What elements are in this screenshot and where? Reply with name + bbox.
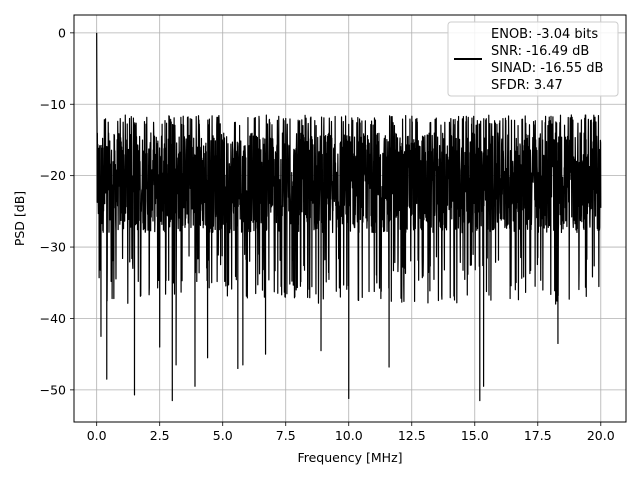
x-tick-label: 17.5 <box>524 428 552 443</box>
legend-box <box>447 21 619 97</box>
x-tick-label: 20.0 <box>587 428 615 443</box>
y-axis-title: PSD [dB] <box>12 191 27 246</box>
legend-line-snr: SNR: -16.49 dB <box>491 44 589 59</box>
psd-series-line <box>96 32 602 402</box>
legend: ENOB: -3.04 bits SNR: -16.49 dB SINAD: -… <box>447 21 619 97</box>
x-axis-title: Frequency [MHz] <box>297 450 402 465</box>
legend-line-sfdr: SFDR: 3.47 <box>491 78 563 93</box>
y-tick-label: −10 <box>40 97 66 112</box>
ticks: 0.0 2.5 5.0 7.5 10.0 12.5 15.0 17.5 20.0 0 −10 −20 −… <box>40 25 615 443</box>
x-tick-label: 12.5 <box>398 428 426 443</box>
legend-line-enob: ENOB: -3.04 bits <box>491 27 598 42</box>
x-tick-label: 5.0 <box>213 428 233 443</box>
x-tick-label: 7.5 <box>276 428 296 443</box>
x-tick-label: 0.0 <box>87 428 107 443</box>
x-tick-label: 2.5 <box>150 428 170 443</box>
y-tick-label: 0 <box>58 25 66 40</box>
y-tick-label: −50 <box>40 382 66 397</box>
legend-line-sinad: SINAD: -16.55 dB <box>491 61 603 76</box>
x-tick-label: 10.0 <box>335 428 363 443</box>
y-tick-label: −40 <box>40 311 66 326</box>
plot-frame <box>73 14 627 423</box>
y-tick-label: −20 <box>40 168 66 183</box>
y-tick-label: −30 <box>40 240 66 255</box>
series-layer <box>96 32 602 402</box>
x-tick-label: 15.0 <box>461 428 489 443</box>
